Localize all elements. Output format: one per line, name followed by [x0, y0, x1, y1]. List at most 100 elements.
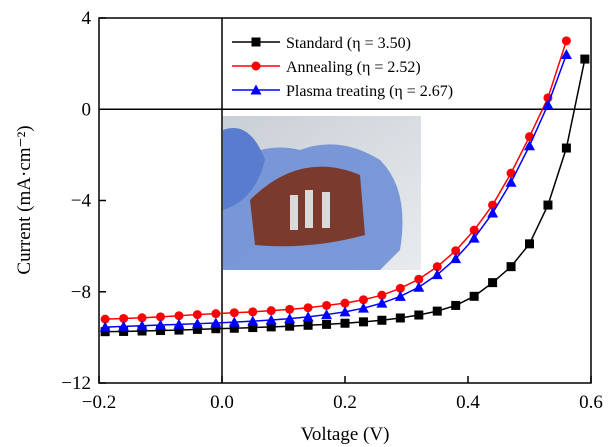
marker	[525, 239, 534, 249]
plot-frame	[98, 17, 592, 384]
marker	[321, 309, 333, 320]
marker	[265, 314, 277, 325]
marker	[119, 313, 129, 323]
marker	[487, 207, 499, 218]
marker	[432, 306, 442, 316]
marker	[174, 311, 184, 321]
marker	[413, 281, 425, 292]
marker	[432, 262, 442, 272]
marker	[156, 326, 165, 336]
marker	[155, 319, 166, 330]
marker	[561, 143, 571, 153]
marker	[192, 324, 202, 334]
marker	[431, 269, 443, 280]
plot-area	[99, 36, 590, 337]
marker	[394, 290, 406, 301]
marker	[118, 320, 130, 331]
x-tick-label: 0.4	[456, 392, 480, 413]
marker	[377, 290, 387, 300]
marker	[560, 49, 572, 59]
marker	[247, 315, 259, 326]
marker	[119, 326, 129, 336]
y-tick-label: −8	[71, 282, 91, 303]
marker	[358, 295, 368, 305]
y-tick-label: −4	[71, 191, 92, 212]
marker	[395, 283, 405, 293]
marker	[229, 323, 239, 333]
legend-label: Annealing (η = 2.52)	[286, 59, 421, 76]
legend-label: Standard (η = 3.50)	[286, 35, 411, 52]
marker	[468, 232, 480, 243]
legend-marker	[251, 61, 261, 71]
y-tick-label: 4	[82, 8, 92, 29]
x-axis-label: Voltage (V)	[301, 424, 390, 445]
marker	[210, 317, 222, 328]
y-tick-label: −12	[61, 373, 91, 394]
marker	[450, 253, 462, 264]
marker	[505, 176, 517, 187]
marker	[211, 324, 221, 334]
plot-layer: −0.2 0.0 0.2 0.4 0.6 4 0 −4 −8 −12 Standard (η = 3…	[61, 8, 603, 413]
marker	[376, 297, 388, 308]
marker	[322, 319, 332, 329]
legend-marker	[251, 37, 261, 47]
marker	[156, 312, 165, 322]
marker	[580, 54, 590, 64]
marker	[322, 300, 332, 310]
marker	[191, 318, 203, 329]
marker	[469, 225, 479, 235]
marker	[137, 313, 147, 323]
marker	[414, 310, 424, 320]
marker	[211, 309, 221, 319]
legend-marker	[250, 84, 262, 95]
marker	[228, 316, 240, 327]
marker	[506, 168, 516, 178]
marker	[506, 262, 516, 272]
marker	[303, 303, 313, 313]
marker	[285, 321, 295, 331]
marker	[100, 314, 110, 324]
y-tick-label: 0	[82, 99, 92, 120]
marker	[524, 140, 535, 151]
marker	[266, 306, 276, 316]
x-tick-label: 0.2	[333, 392, 357, 413]
marker	[543, 200, 553, 210]
marker	[561, 36, 571, 46]
marker	[451, 300, 461, 310]
x-tick-label: 0.0	[210, 392, 234, 413]
marker	[340, 298, 350, 308]
marker	[488, 278, 498, 288]
marker	[136, 320, 148, 331]
marker	[395, 313, 405, 323]
marker	[192, 310, 202, 320]
marker	[358, 317, 368, 327]
marker	[488, 200, 498, 210]
marker	[99, 321, 111, 332]
marker	[525, 132, 534, 142]
marker	[339, 306, 351, 317]
marker	[377, 315, 387, 325]
marker	[248, 323, 258, 333]
x-tick-label: −0.2	[82, 392, 116, 413]
marker	[100, 327, 110, 337]
marker	[173, 318, 185, 329]
marker	[303, 320, 313, 330]
legend-label: Plasma treating (η = 2.67)	[286, 83, 453, 100]
y-axis-label: Current (mA·cm⁻²)	[14, 125, 35, 274]
marker	[266, 322, 276, 332]
x-tick-label: 0.6	[579, 392, 603, 413]
marker	[451, 246, 461, 256]
marker	[174, 325, 184, 335]
marker	[357, 302, 369, 313]
marker	[542, 99, 554, 110]
inset-photo	[223, 116, 421, 270]
marker	[414, 274, 424, 284]
marker	[469, 291, 479, 301]
marker	[137, 326, 147, 336]
marker	[302, 311, 314, 322]
marker	[229, 308, 239, 318]
marker	[285, 304, 295, 314]
marker	[248, 307, 258, 317]
marker	[340, 318, 350, 328]
